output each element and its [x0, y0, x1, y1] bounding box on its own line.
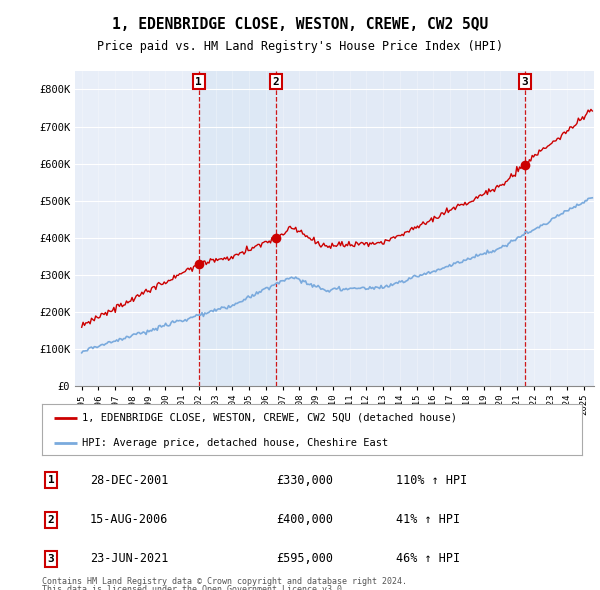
Text: This data is licensed under the Open Government Licence v3.0.: This data is licensed under the Open Gov… [42, 585, 347, 590]
Text: £595,000: £595,000 [276, 552, 333, 565]
Text: Contains HM Land Registry data © Crown copyright and database right 2024.: Contains HM Land Registry data © Crown c… [42, 577, 407, 586]
Text: HPI: Average price, detached house, Cheshire East: HPI: Average price, detached house, Ches… [83, 438, 389, 447]
Text: 1, EDENBRIDGE CLOSE, WESTON, CREWE, CW2 5QU: 1, EDENBRIDGE CLOSE, WESTON, CREWE, CW2 … [112, 17, 488, 31]
Text: 28-DEC-2001: 28-DEC-2001 [90, 474, 169, 487]
Bar [276, 71, 525, 386]
Text: 23-JUN-2021: 23-JUN-2021 [90, 552, 169, 565]
Text: 2: 2 [47, 515, 55, 525]
Text: £400,000: £400,000 [276, 513, 333, 526]
Text: 1: 1 [196, 77, 202, 87]
Text: 1: 1 [47, 476, 55, 485]
Text: 15-AUG-2006: 15-AUG-2006 [90, 513, 169, 526]
Text: 2: 2 [273, 77, 280, 87]
Text: 110% ↑ HPI: 110% ↑ HPI [396, 474, 467, 487]
Bar [199, 71, 276, 386]
Text: 41% ↑ HPI: 41% ↑ HPI [396, 513, 460, 526]
Text: 3: 3 [47, 554, 55, 563]
Text: 1, EDENBRIDGE CLOSE, WESTON, CREWE, CW2 5QU (detached house): 1, EDENBRIDGE CLOSE, WESTON, CREWE, CW2 … [83, 412, 458, 422]
Text: Price paid vs. HM Land Registry's House Price Index (HPI): Price paid vs. HM Land Registry's House … [97, 40, 503, 53]
Text: 46% ↑ HPI: 46% ↑ HPI [396, 552, 460, 565]
Text: £330,000: £330,000 [276, 474, 333, 487]
Text: 3: 3 [521, 77, 529, 87]
